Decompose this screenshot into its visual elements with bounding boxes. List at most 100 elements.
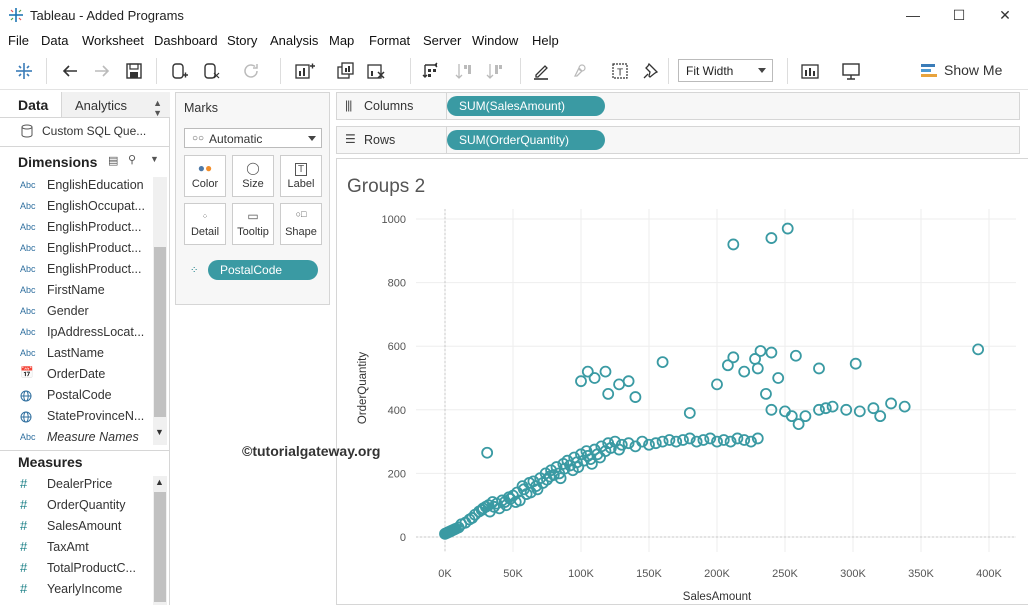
measure-item[interactable]: # YearlyIncome	[20, 581, 150, 599]
scatter-point[interactable]	[575, 375, 587, 388]
measure-item[interactable]: # OrderQuantity	[20, 497, 150, 515]
chevron-down-icon[interactable]: ▼	[150, 154, 159, 164]
scatter-point[interactable]	[813, 403, 825, 416]
menu-analysis[interactable]: Analysis	[270, 33, 319, 48]
scatter-point[interactable]	[643, 438, 655, 451]
fix-axes-pin-icon[interactable]	[640, 60, 662, 82]
scatter-point[interactable]	[765, 232, 778, 244]
scrollbar-thumb[interactable]	[154, 492, 166, 602]
dimension-item[interactable]: Abc EnglishProduct...	[20, 240, 150, 258]
scatter-point[interactable]	[789, 349, 802, 362]
fit-dropdown[interactable]: Fit Width	[678, 59, 773, 82]
dimensions-scrollbar[interactable]: ▼	[153, 177, 167, 445]
menu-help[interactable]: Help	[532, 33, 559, 48]
scatter-point[interactable]	[765, 403, 778, 416]
scatter-point[interactable]	[792, 418, 805, 431]
dimension-item[interactable]: StateProvinceN...	[20, 408, 150, 426]
scatter-point[interactable]	[513, 494, 526, 507]
close-button[interactable]: ✕	[999, 7, 1011, 23]
columns-pill[interactable]: SUM(SalesAmount)	[447, 96, 605, 116]
duplicate-sheet-icon[interactable]	[335, 60, 357, 82]
redo-icon[interactable]	[91, 60, 113, 82]
scatter-point[interactable]	[690, 435, 703, 448]
scatter-point[interactable]	[656, 435, 669, 448]
scroll-down-icon[interactable]: ▼	[155, 427, 164, 437]
dimension-item[interactable]: Abc IpAddressLocat...	[20, 324, 150, 342]
dimension-item[interactable]: Abc EnglishEducation	[20, 177, 150, 195]
minimize-button[interactable]: —	[906, 7, 920, 23]
scatter-point[interactable]	[547, 469, 560, 481]
scatter-point[interactable]	[785, 410, 798, 423]
scatter-point[interactable]	[622, 437, 635, 450]
scatter-point[interactable]	[717, 434, 730, 446]
scatter-point[interactable]	[649, 437, 662, 450]
refresh-icon[interactable]	[240, 60, 262, 82]
scatter-point[interactable]	[745, 435, 757, 448]
menu-dashboard[interactable]: Dashboard	[154, 33, 218, 48]
dimension-item[interactable]: Abc Gender	[20, 303, 150, 321]
show-cards-icon[interactable]	[800, 60, 822, 82]
scatter-point[interactable]	[867, 402, 880, 415]
dimension-item[interactable]: Abc Measure Names	[20, 429, 150, 447]
new-worksheet-icon[interactable]	[293, 60, 315, 82]
menu-map[interactable]: Map	[329, 33, 355, 48]
menu-format[interactable]: Format	[369, 33, 411, 48]
scatter-point[interactable]	[727, 238, 740, 251]
scatter-point[interactable]	[853, 405, 866, 418]
dimension-item[interactable]: Abc EnglishProduct...	[20, 219, 150, 237]
scatter-point[interactable]	[602, 387, 615, 400]
postalcode-detail-pill[interactable]: PostalCode	[208, 260, 318, 280]
scatter-point[interactable]	[711, 435, 723, 448]
scatter-point[interactable]	[711, 378, 723, 391]
grid-view-icon[interactable]: ▤	[108, 155, 119, 167]
scatter-point[interactable]	[849, 357, 862, 370]
scatter-point[interactable]	[683, 407, 696, 419]
scatter-point[interactable]	[738, 434, 751, 446]
measures-scrollbar[interactable]: ▲	[153, 476, 167, 605]
scatter-point[interactable]	[840, 403, 853, 416]
detail-button[interactable]: ⁘ Detail	[184, 203, 226, 245]
scatter-point[interactable]	[772, 372, 785, 384]
sort-toggle-icon[interactable]: ▲ ▼	[153, 98, 162, 118]
presentation-mode-icon[interactable]	[840, 60, 862, 82]
dimension-item[interactable]: Abc EnglishProduct...	[20, 261, 150, 279]
scatter-point[interactable]	[727, 351, 740, 364]
scatter-point[interactable]	[636, 435, 649, 448]
menu-story[interactable]: Story	[227, 33, 258, 48]
scatter-point[interactable]	[751, 362, 764, 375]
save-icon[interactable]	[123, 60, 145, 82]
scatter-point[interactable]	[721, 359, 734, 372]
dimension-item[interactable]: Abc EnglishOccupat...	[20, 198, 150, 216]
tab-data[interactable]: Data	[0, 92, 62, 118]
scatter-point[interactable]	[898, 400, 911, 413]
menu-window[interactable]: Window	[472, 33, 519, 48]
scatter-point[interactable]	[581, 365, 594, 378]
scatter-point[interactable]	[754, 345, 767, 357]
scatter-point[interactable]	[765, 346, 778, 359]
color-button[interactable]: ●● Color	[184, 155, 226, 197]
highlight-icon[interactable]	[530, 60, 552, 82]
undo-icon[interactable]	[59, 60, 81, 82]
menu-server[interactable]: Server	[423, 33, 462, 48]
measure-item[interactable]: # TotalProductC...	[20, 560, 150, 578]
dimension-item[interactable]: 📅 OrderDate	[20, 366, 150, 384]
sort-ascending-icon[interactable]	[453, 60, 475, 82]
menu-worksheet[interactable]: Worksheet	[82, 33, 144, 48]
scatter-point[interactable]	[826, 400, 839, 413]
tooltip-button[interactable]: ▭ Tooltip	[232, 203, 274, 245]
scatter-point[interactable]	[760, 387, 772, 400]
scatter-point[interactable]	[677, 434, 689, 446]
new-data-source-icon[interactable]	[168, 60, 190, 82]
scatter-point[interactable]	[466, 512, 479, 524]
scroll-up-icon[interactable]: ▲	[155, 477, 164, 487]
scatter-point[interactable]	[972, 343, 985, 356]
scatter-point[interactable]	[799, 410, 812, 423]
scatter-plot[interactable]: 0K 50K 100K 150K 200K 250K 300K 350K 400K 0 200 400…	[336, 200, 1028, 605]
label-button[interactable]: T Label	[280, 155, 322, 197]
scatter-point[interactable]	[683, 432, 696, 445]
menu-file[interactable]: File	[8, 33, 29, 48]
scatter-point[interactable]	[697, 434, 710, 446]
scatter-point[interactable]	[488, 500, 500, 513]
scatter-point[interactable]	[481, 446, 494, 459]
scatter-point[interactable]	[663, 434, 676, 446]
